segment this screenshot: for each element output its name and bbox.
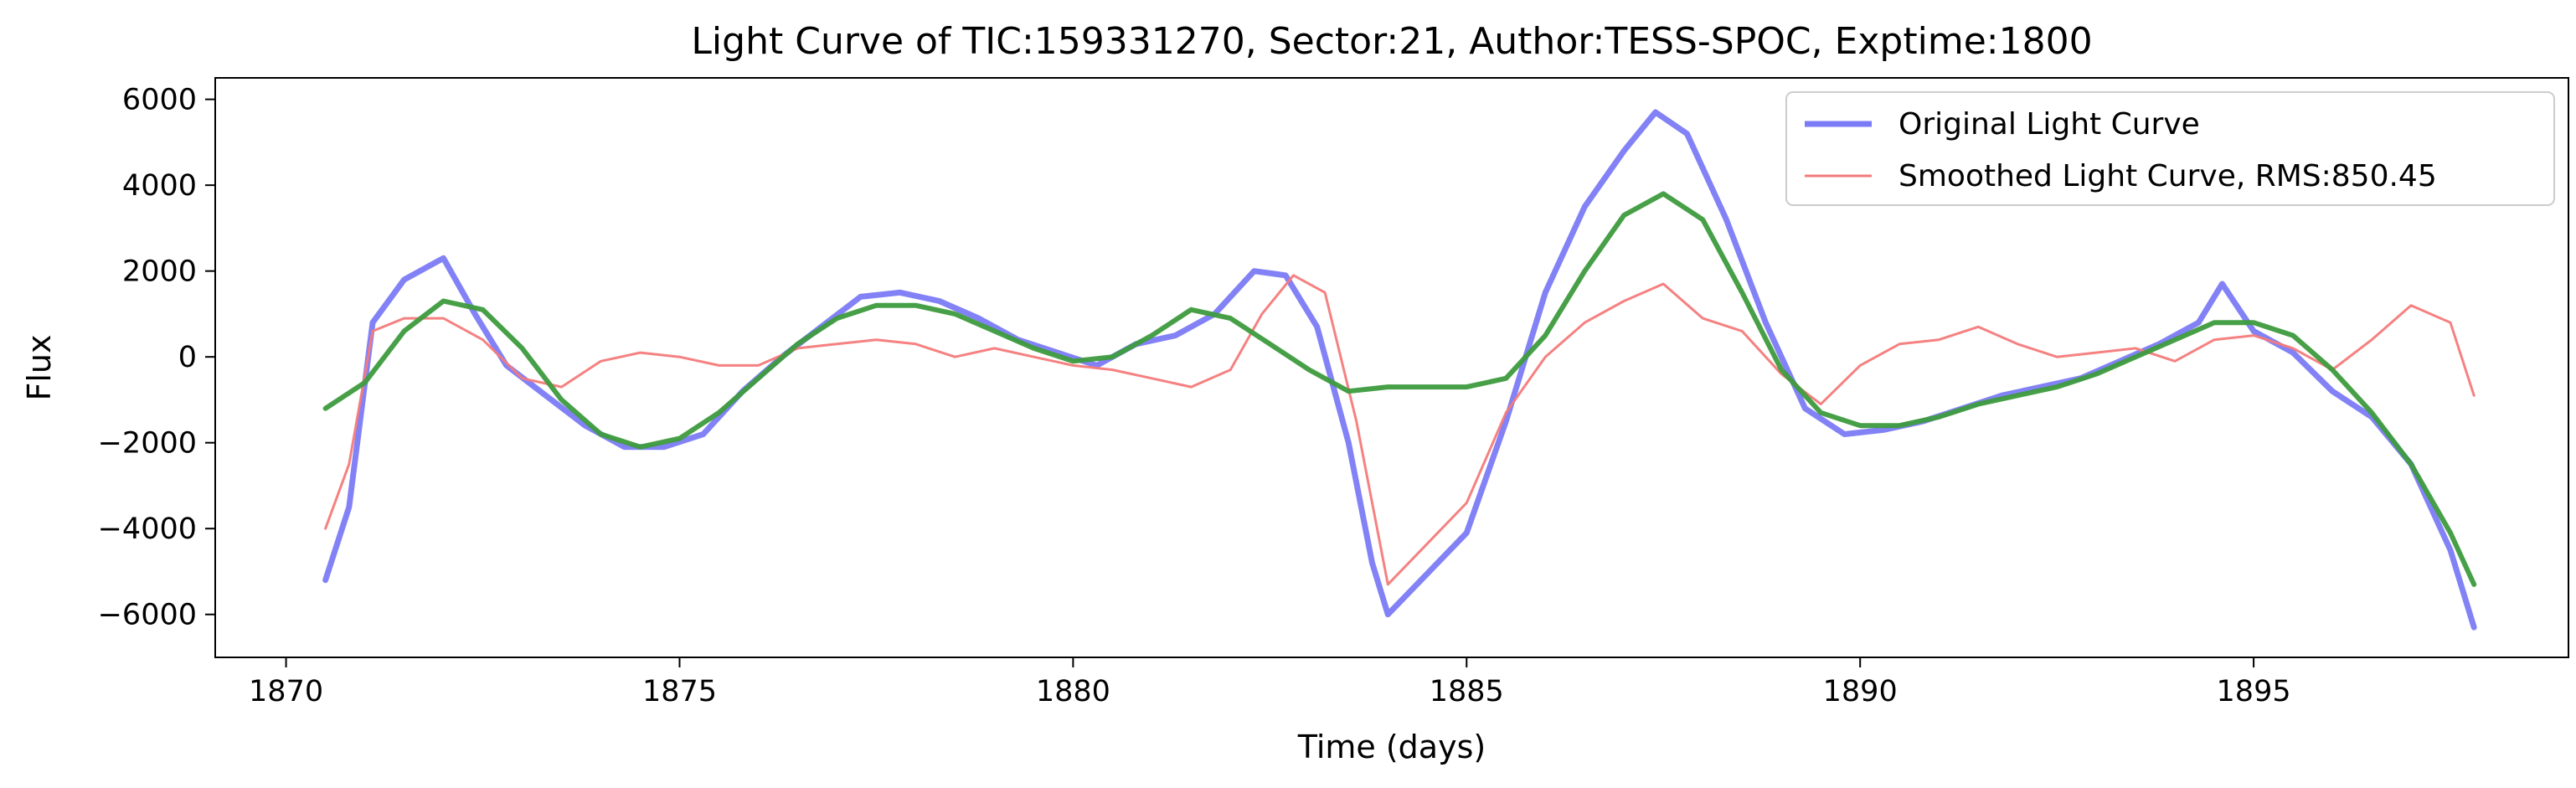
trend-fit-line <box>322 191 2477 587</box>
legend: Original Light Curve Smoothed Light Curv… <box>1785 91 2555 206</box>
y-tick-label: 0 <box>178 341 197 374</box>
x-tick-label: 1870 <box>249 675 323 708</box>
plot-frame <box>214 77 2569 658</box>
y-tick-label: −6000 <box>98 599 197 632</box>
legend-label-smoothed: Smoothed Light Curve, RMS:850.45 <box>1899 159 2437 193</box>
y-axis-label: Flux <box>21 335 58 401</box>
legend-box <box>1785 91 2555 206</box>
y-tick-label: 6000 <box>122 84 197 117</box>
x-tick-label: 1875 <box>642 675 717 708</box>
x-tick-label: 1890 <box>1823 675 1898 708</box>
y-tick-label: −4000 <box>98 512 197 546</box>
x-tick-label: 1895 <box>2217 675 2291 708</box>
x-axis-label: Time (days) <box>1297 729 1486 765</box>
series-layer <box>322 109 2477 631</box>
smoothed-light-curve-line <box>324 274 2476 586</box>
x-tick-label: 1880 <box>1036 675 1110 708</box>
y-tick-label: −2000 <box>98 427 197 461</box>
x-tick-label: 1885 <box>1430 675 1504 708</box>
y-tick-label: 2000 <box>122 255 197 289</box>
x-axis: 1870 1875 1880 1885 1890 1895 <box>249 657 2291 708</box>
y-tick-label: 4000 <box>122 169 197 203</box>
chart-title: Light Curve of TIC:159331270, Sector:21,… <box>691 20 2092 63</box>
legend-label-original: Original Light Curve <box>1899 107 2200 142</box>
y-axis: −6000 −4000 −2000 0 2000 4000 6000 <box>98 84 215 632</box>
